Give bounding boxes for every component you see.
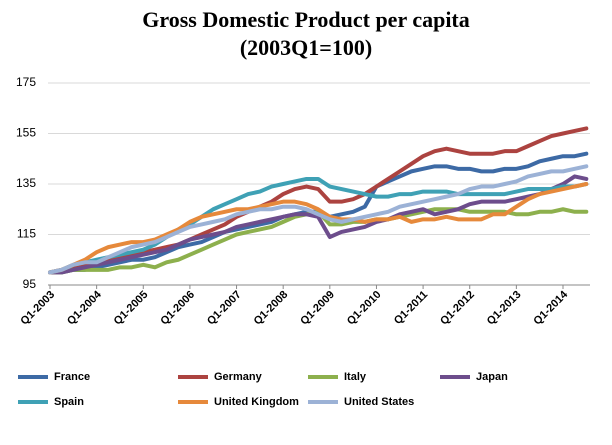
legend-label: Germany [214,371,263,383]
legend-label: France [54,371,90,383]
chart-subtitle: (2003Q1=100) [240,35,372,60]
legend-label: Japan [476,371,508,383]
legend-label: Italy [344,371,367,383]
series-line [48,176,589,275]
series-line [48,164,589,275]
x-tick-label: Q1-2013 [485,289,524,328]
x-tick-label: Q1-2003 [18,289,57,328]
x-tick-label: Q1-2006 [158,289,197,328]
x-tick-label: Q1-2012 [438,289,477,328]
legend-label: United Kingdom [214,396,299,408]
series-line [48,207,589,275]
series-line [48,126,589,275]
legend-label: United States [344,396,414,408]
y-tick-label: 95 [23,277,37,291]
chart-title: Gross Domestic Product per capita [142,7,470,32]
x-tick-label: Q1-2007 [205,289,244,328]
legend-label: Spain [54,396,84,408]
y-tick-label: 155 [16,126,36,140]
x-tick-label: Q1-2014 [531,288,570,327]
series-line [48,174,589,275]
x-tick-label: Q1-2010 [345,289,384,328]
series-line [48,182,589,275]
x-tick-label: Q1-2008 [252,289,291,328]
x-tick-label: Q1-2009 [298,289,337,328]
x-tick-label: Q1-2011 [392,289,430,327]
y-tick-label: 135 [16,176,36,190]
x-tick-label: Q1-2004 [65,288,104,327]
x-tick-label: Q1-2005 [112,289,151,328]
y-tick-label: 115 [17,227,36,241]
y-tick-label: 175 [16,75,36,89]
